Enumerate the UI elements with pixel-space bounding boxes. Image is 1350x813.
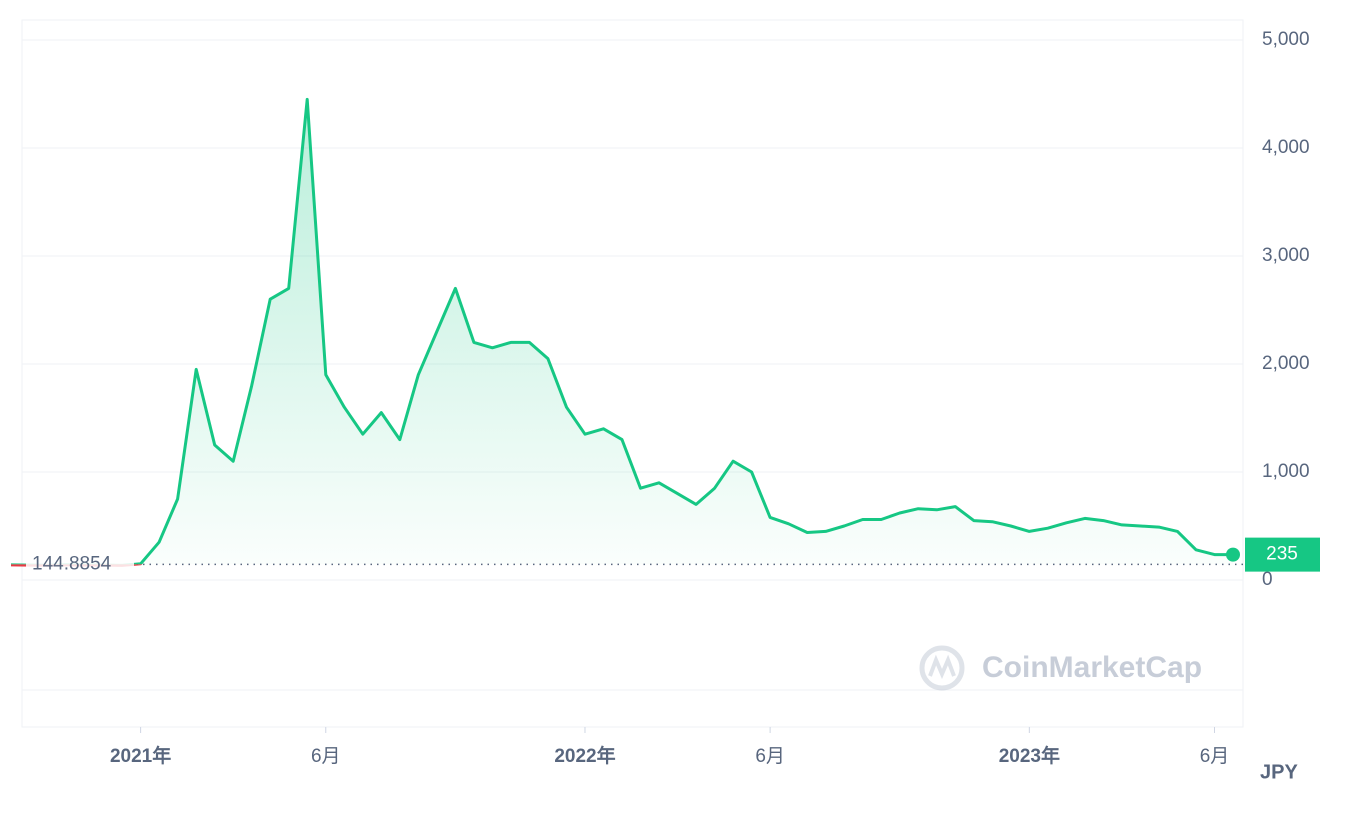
y-tick-label: 1,000 [1262, 461, 1310, 482]
baseline-label-bg [26, 552, 134, 577]
y-tick-label: 3,000 [1262, 245, 1310, 266]
area [11, 99, 1233, 565]
last-price-label: 235 [1266, 544, 1298, 565]
baseline-label: 144.8854 [32, 553, 112, 574]
last-price-box [1245, 537, 1320, 572]
y-tick-label: 2,000 [1262, 353, 1310, 374]
currency-label: JPY [1260, 761, 1298, 783]
x-tick-label: 6月 [311, 746, 341, 767]
plot-frame [21, 19, 1244, 728]
y-tick-label: 0 [1262, 569, 1273, 590]
last-point [1226, 547, 1240, 562]
watermark-logo [919, 645, 965, 691]
x-tick-label: 2023年 [999, 744, 1060, 767]
watermark: CoinMarketCap [982, 651, 1202, 684]
y-tick-label: 5,000 [1262, 29, 1310, 50]
price-line [11, 97, 1233, 565]
x-tick-label: 6月 [1200, 746, 1230, 767]
x-tick-label: 2022年 [554, 744, 615, 767]
y-tick-label: 4,000 [1262, 137, 1310, 158]
x-tick-label: 6月 [755, 746, 785, 767]
x-tick-label: 2021年 [110, 744, 171, 767]
